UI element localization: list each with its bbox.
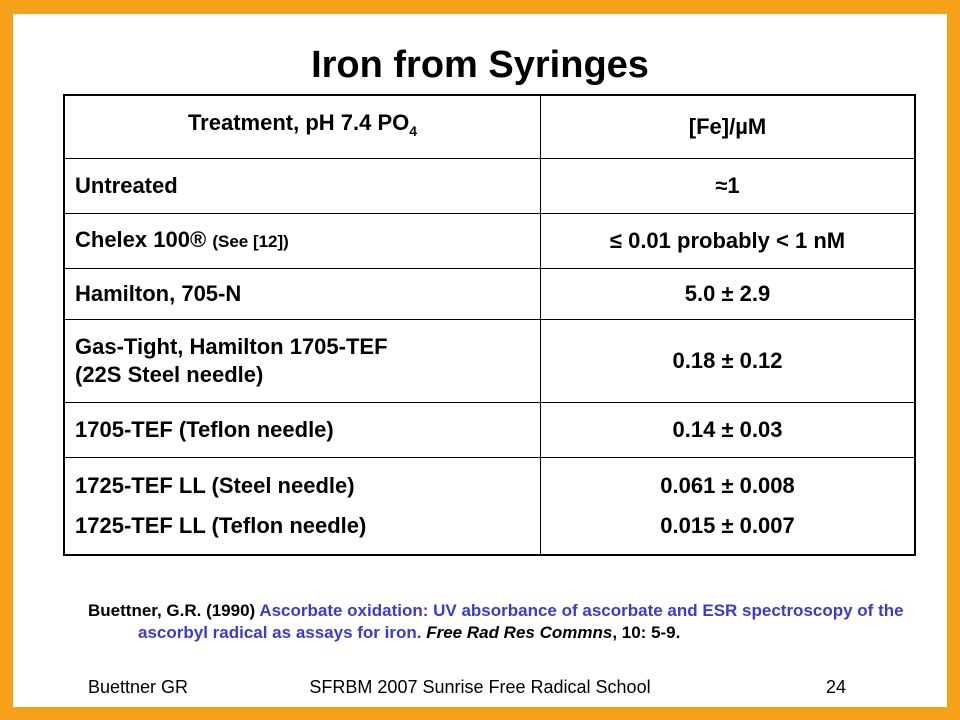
cell-treatment: Chelex 100® (See [12]) <box>63 213 541 269</box>
table-header-row: Treatment, pH 7.4 PO4 [Fe]/µM <box>63 94 916 159</box>
header-treatment: Treatment, pH 7.4 PO4 <box>63 94 541 159</box>
table-row: Chelex 100® (See [12]) ≤ 0.01 probably <… <box>63 213 916 269</box>
footer-event: SFRBM 2007 Sunrise Free Radical School <box>309 677 651 697</box>
cell-fe-line2: 0.015 ± 0.007 <box>660 513 795 538</box>
reference-title: Ascorbate oxidation: UV absorbance of as… <box>138 601 904 642</box>
slide: Iron from Syringes Treatment, pH 7.4 PO4… <box>13 14 947 707</box>
iron-table: Treatment, pH 7.4 PO4 [Fe]/µM Untreated … <box>63 94 916 556</box>
cell-fe: 0.18 ± 0.12 <box>540 319 916 403</box>
cell-treatment-line2: (22S Steel needle) <box>75 362 264 387</box>
cell-treatment-line1: 1725-TEF LL (Steel needle) <box>75 473 355 498</box>
footer-author: Buettner GR <box>88 677 189 697</box>
cell-treatment: Untreated <box>63 158 541 214</box>
cell-treatment: Gas-Tight, Hamilton 1705-TEF (22S Steel … <box>63 319 541 403</box>
reference-citation: Buettner, G.R. (1990) Ascorbate oxidatio… <box>88 600 938 644</box>
cell-treatment: 1725-TEF LL (Steel needle) 1725-TEF LL (… <box>63 457 541 556</box>
reference-journal: Free Rad Res Commns <box>426 623 613 642</box>
table-row: 1705-TEF (Teflon needle) 0.14 ± 0.03 <box>63 402 916 458</box>
cell-fe: 5.0 ± 2.9 <box>540 268 916 320</box>
header-treatment-label: Treatment, pH 7.4 PO <box>187 110 410 135</box>
cell-treatment-main: Chelex 100® <box>75 227 207 252</box>
cell-fe-line1: 0.061 ± 0.008 <box>660 473 795 498</box>
table-row: Gas-Tight, Hamilton 1705-TEF (22S Steel … <box>63 319 916 403</box>
cell-fe: 0.061 ± 0.008 0.015 ± 0.007 <box>540 457 916 556</box>
reference-authors: Buettner, G.R. (1990) <box>88 601 260 620</box>
cell-treatment-line2: 1725-TEF LL (Teflon needle) <box>75 513 367 538</box>
cell-treatment: 1705-TEF (Teflon needle) <box>63 402 541 458</box>
header-treatment-subscript: 4 <box>409 123 418 139</box>
cell-fe: ≤ 0.01 probably < 1 nM <box>540 213 916 269</box>
cell-treatment-note: (See [12]) <box>212 232 289 251</box>
reference-volume: , 10: 5-9. <box>612 623 681 642</box>
table-row: Untreated ≈1 <box>63 158 916 214</box>
slide-title: Iron from Syringes <box>311 44 649 86</box>
header-fe: [Fe]/µM <box>540 94 916 159</box>
table-row: 1725-TEF LL (Steel needle) 1725-TEF LL (… <box>63 457 916 556</box>
cell-treatment: Hamilton, 705-N <box>63 268 541 320</box>
cell-fe: 0.14 ± 0.03 <box>540 402 916 458</box>
table-row: Hamilton, 705-N 5.0 ± 2.9 <box>63 268 916 320</box>
cell-fe: ≈1 <box>540 158 916 214</box>
footer-page-number: 24 <box>826 677 847 697</box>
cell-treatment-line1: Gas-Tight, Hamilton 1705-TEF <box>75 334 388 359</box>
